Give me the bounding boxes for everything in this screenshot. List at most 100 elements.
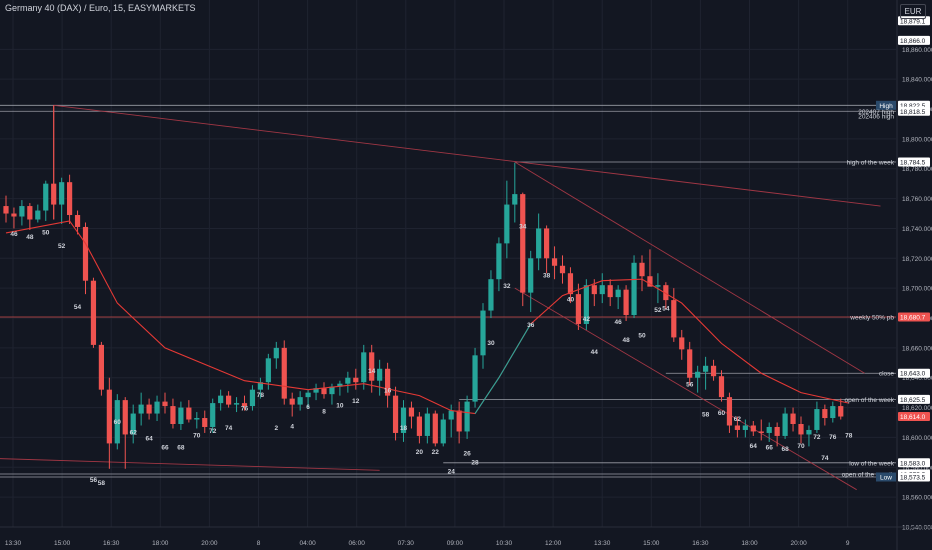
candle-body bbox=[305, 392, 311, 398]
wave-count-label: 76 bbox=[241, 406, 249, 413]
candle-body bbox=[559, 265, 566, 274]
candle-body bbox=[798, 424, 804, 435]
candle-body bbox=[671, 300, 677, 338]
trend-line bbox=[514, 287, 857, 491]
candle bbox=[639, 255, 645, 292]
candle bbox=[488, 270, 494, 319]
wave-count-label: 62 bbox=[734, 416, 742, 423]
wave-count-label: 36 bbox=[527, 322, 535, 329]
candle-body bbox=[663, 285, 669, 301]
wave-count-label: 62 bbox=[130, 429, 138, 436]
price-label-bg bbox=[898, 458, 930, 468]
candle bbox=[178, 401, 184, 430]
chart-title: Germany 40 (DAX) / Euro, 15, EASYMARKETS bbox=[5, 3, 196, 13]
candle bbox=[361, 344, 367, 390]
currency-button[interactable]: EUR bbox=[900, 4, 926, 19]
candle bbox=[416, 412, 422, 444]
candle-body bbox=[257, 382, 263, 390]
wave-count-label: 20 bbox=[416, 449, 424, 456]
candle-body bbox=[106, 389, 112, 444]
candle-body bbox=[480, 310, 486, 356]
candle-body bbox=[528, 258, 534, 293]
candle-body bbox=[51, 183, 57, 205]
candle-body bbox=[265, 358, 271, 383]
time-tick-label: 15:00 bbox=[643, 540, 660, 547]
candle-body bbox=[710, 365, 717, 377]
candle-body bbox=[424, 413, 430, 436]
price-label-text: 18,614.0 bbox=[900, 414, 926, 421]
wave-count-label: 4 bbox=[290, 423, 294, 430]
time-tick-label: 8 bbox=[257, 540, 261, 547]
time-tick-label: 06:00 bbox=[349, 540, 366, 547]
candle-body bbox=[504, 204, 510, 244]
price-tag-bg bbox=[876, 472, 896, 482]
candle bbox=[377, 359, 383, 396]
wave-count-label: 44 bbox=[591, 349, 599, 356]
candle bbox=[607, 279, 613, 307]
price-tick-label: 18,700.000 bbox=[902, 286, 932, 293]
wave-count-label: 26 bbox=[463, 450, 471, 457]
candle-body bbox=[361, 352, 367, 383]
candle-body bbox=[679, 337, 685, 350]
wave-count-label: 68 bbox=[781, 446, 789, 453]
candle-body bbox=[695, 371, 701, 378]
price-tag-bg bbox=[876, 100, 896, 110]
price-tick-label: 18,740.000 bbox=[902, 226, 932, 233]
candle-body bbox=[639, 262, 645, 277]
candle bbox=[289, 392, 295, 417]
candle bbox=[122, 397, 128, 469]
price-tick-label: 18,720.000 bbox=[902, 256, 932, 263]
candle-body bbox=[337, 383, 343, 387]
candle-body bbox=[67, 182, 73, 216]
price-tick-label: 18,600.000 bbox=[902, 435, 932, 442]
wave-count-label: 34 bbox=[519, 223, 527, 230]
wave-count-label: 58 bbox=[702, 412, 710, 419]
candle-body bbox=[392, 395, 399, 433]
wave-count-label: 14 bbox=[368, 368, 376, 375]
wave-count-label: 40 bbox=[567, 297, 575, 304]
wave-count-label: 6 bbox=[306, 404, 310, 411]
wave-count-label: 52 bbox=[654, 307, 662, 314]
candle-body bbox=[122, 400, 128, 435]
candle-body bbox=[742, 425, 748, 430]
wave-count-label: 78 bbox=[257, 392, 265, 399]
trend-line bbox=[53, 104, 881, 207]
candle-body bbox=[241, 403, 248, 407]
time-tick-label: 9 bbox=[846, 540, 850, 547]
wave-count-label: 58 bbox=[98, 480, 106, 487]
candle-body bbox=[766, 426, 772, 433]
candle bbox=[385, 362, 391, 408]
wave-count-label: 10 bbox=[336, 403, 344, 410]
wave-count-label: 70 bbox=[797, 443, 805, 450]
candle-body bbox=[734, 425, 740, 430]
candle bbox=[408, 401, 415, 429]
candle bbox=[472, 347, 478, 408]
candle bbox=[742, 419, 748, 438]
wave-count-label: 30 bbox=[487, 340, 495, 347]
wave-count-label: 46 bbox=[10, 231, 18, 238]
candle bbox=[424, 407, 430, 444]
level-label: close bbox=[879, 371, 895, 378]
candle bbox=[138, 392, 144, 426]
candle bbox=[520, 192, 526, 307]
candle-body bbox=[536, 228, 542, 259]
wave-count-label: 66 bbox=[766, 444, 774, 451]
candle bbox=[631, 255, 637, 319]
candle bbox=[575, 283, 581, 330]
candle-body bbox=[146, 404, 152, 414]
candle-body bbox=[210, 403, 216, 427]
candle bbox=[695, 365, 701, 393]
candle-body bbox=[218, 395, 224, 404]
candle-body bbox=[655, 285, 661, 287]
price-label-bg bbox=[898, 35, 930, 45]
candle bbox=[806, 425, 812, 447]
candle bbox=[162, 392, 168, 414]
candle bbox=[19, 200, 25, 226]
level-label: weekly 50% pb bbox=[849, 314, 894, 321]
price-label-text: 18,643.0 bbox=[900, 371, 926, 378]
candle-body bbox=[607, 285, 613, 298]
price-tick-label: 18,860.000 bbox=[902, 47, 932, 54]
candle bbox=[226, 391, 232, 408]
candle-body bbox=[329, 386, 335, 395]
